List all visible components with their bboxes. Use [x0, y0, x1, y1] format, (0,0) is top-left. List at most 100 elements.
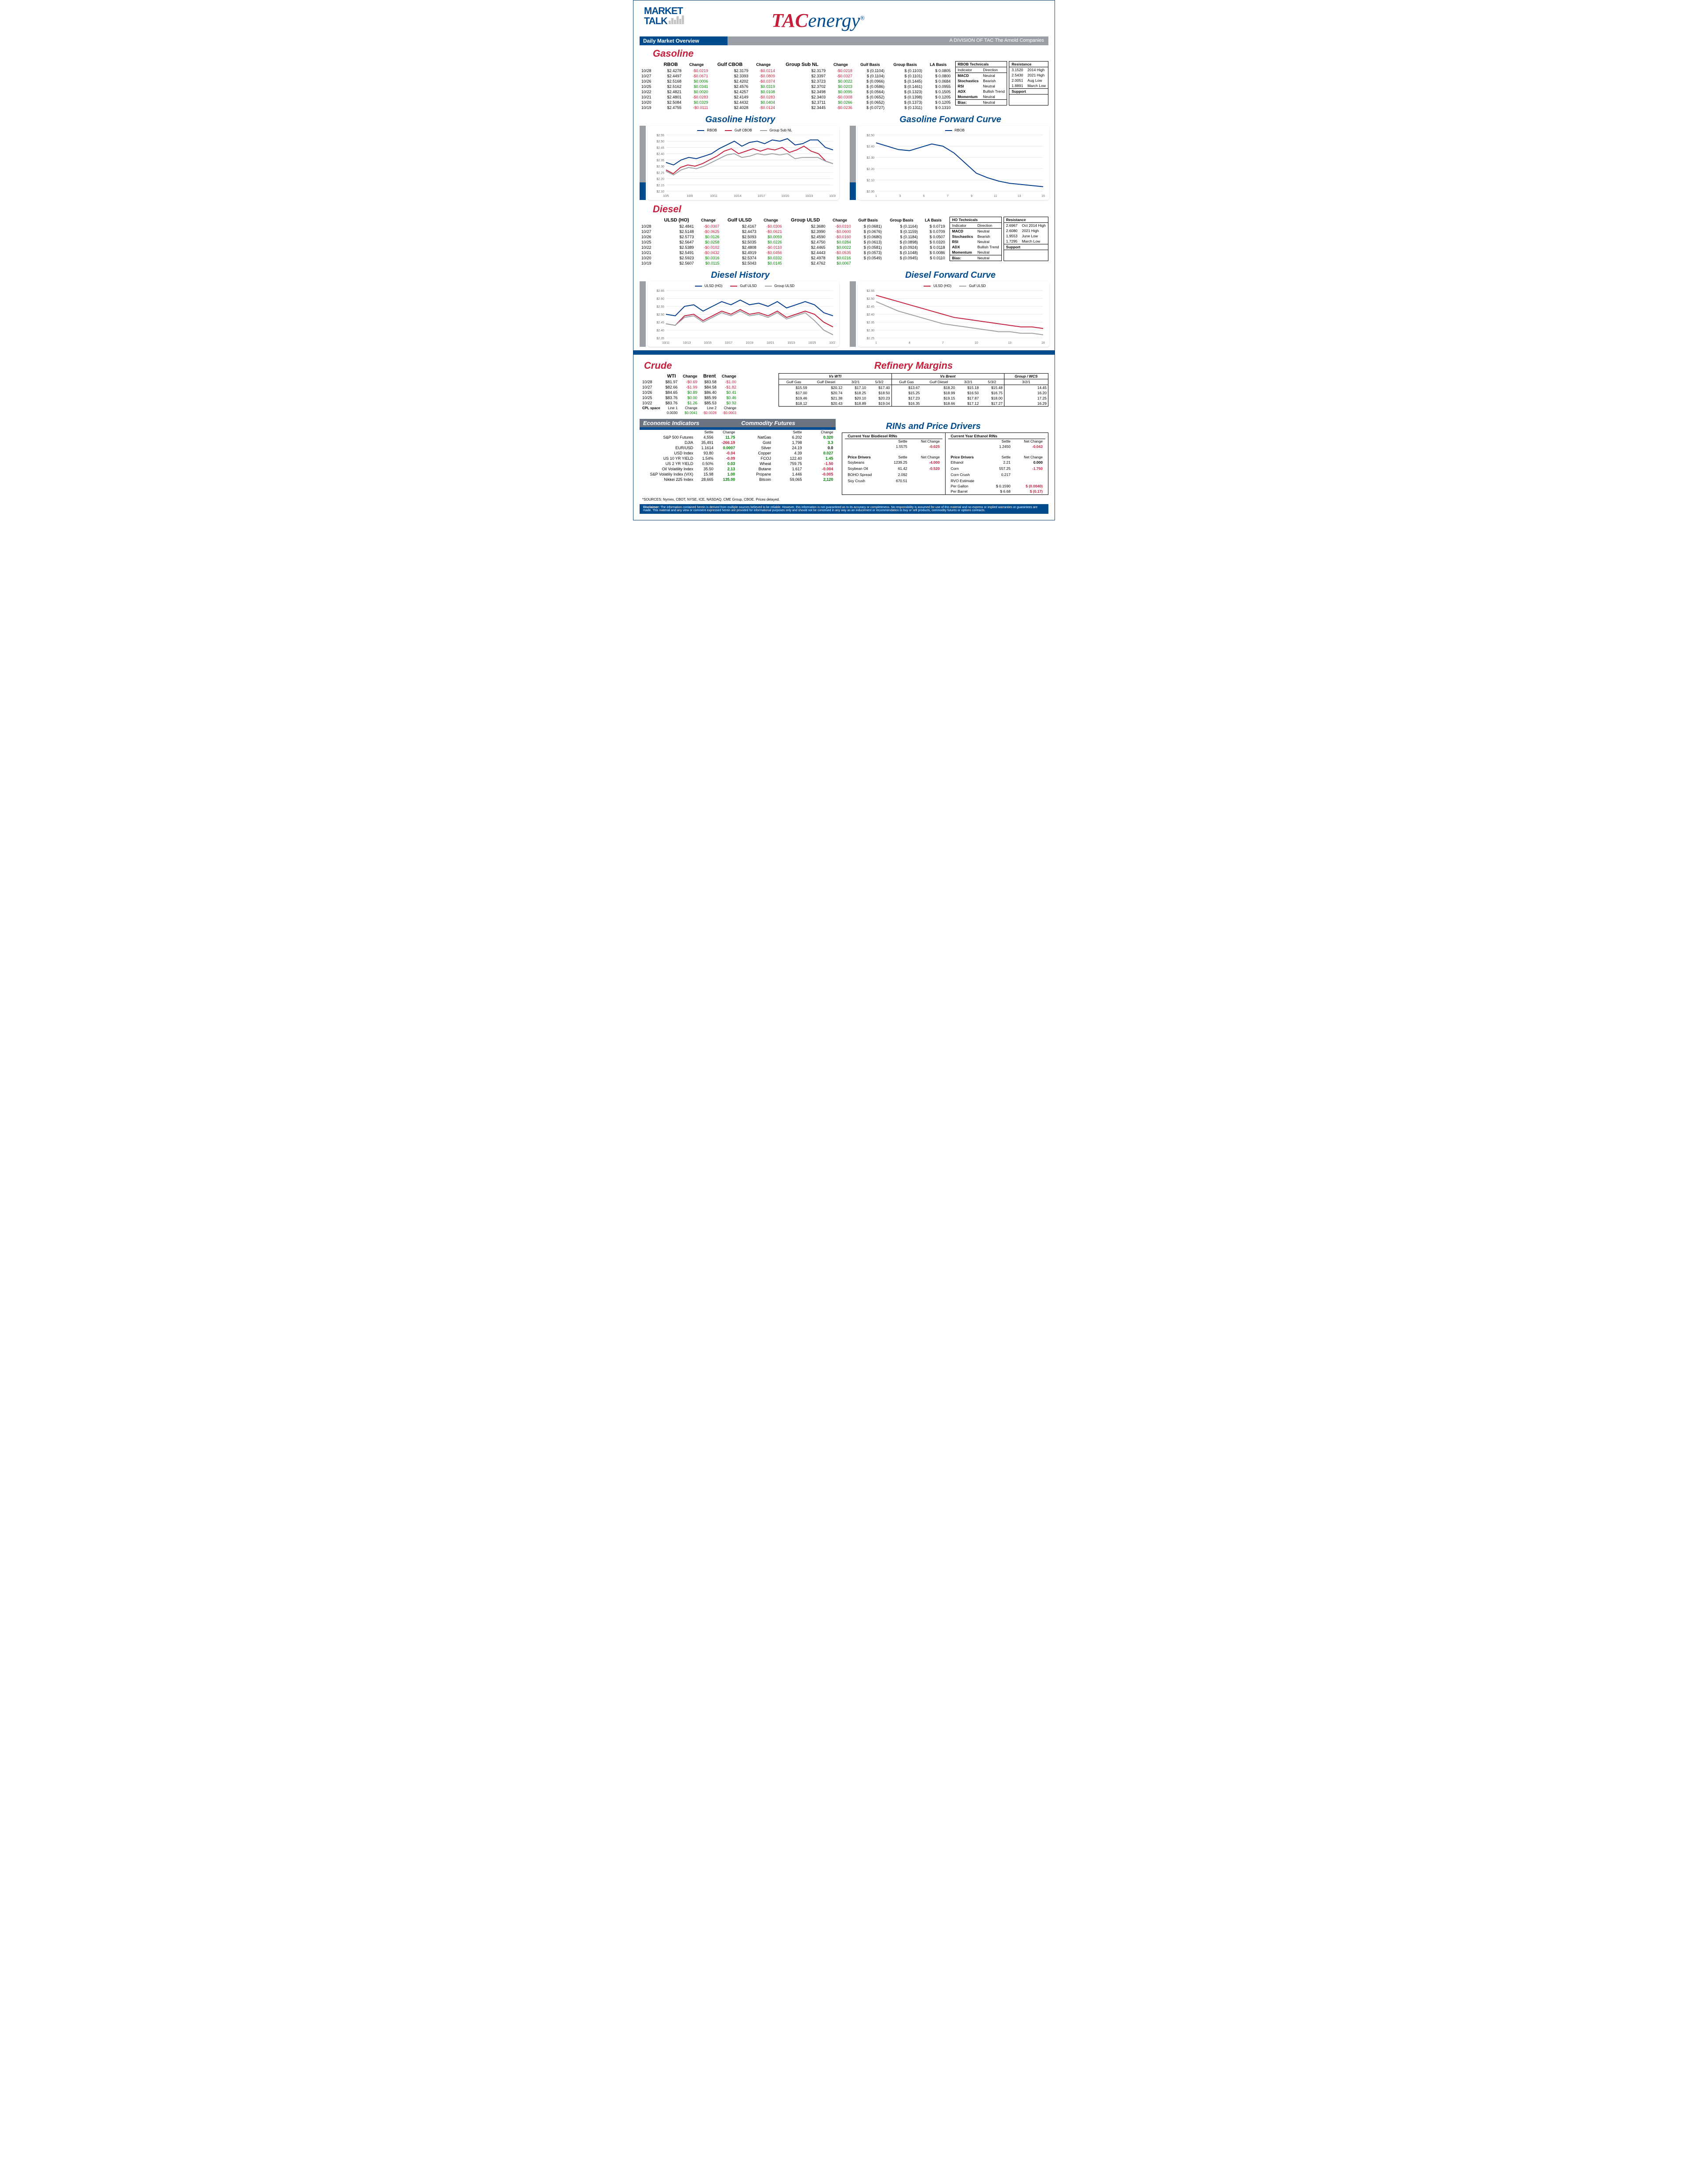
- divider-blue: [633, 350, 1055, 355]
- svg-text:1: 1: [875, 342, 877, 345]
- svg-text:$2.50: $2.50: [656, 140, 664, 143]
- rbob-levels-box: Resistance3.15202014 High2.54302021 High…: [1009, 61, 1048, 105]
- gasoline-row: RBOBChangeGulf CBOBChangeGroup Sub NLCha…: [640, 61, 1048, 110]
- svg-text:$2.20: $2.20: [866, 168, 874, 171]
- svg-text:10/27: 10/27: [829, 342, 836, 345]
- margins-table: Vs WTIVs BrentGroup / WCSGulf GasGulf Di…: [779, 373, 1048, 407]
- svg-text:$2.15: $2.15: [656, 184, 664, 187]
- ho-technicals-box: HO TechnicalsIndicatorDirectionMACDNeutr…: [950, 217, 1002, 261]
- svg-text:10/14: 10/14: [734, 195, 742, 198]
- disclaimer: Disclaimer: The information contained he…: [640, 504, 1048, 514]
- market-talk-logo: MARKET TALK: [644, 7, 684, 25]
- svg-text:$2.30: $2.30: [866, 156, 874, 160]
- header-division-text: A DIVISION OF TAC The Arnold Companies: [950, 38, 1044, 43]
- gasoline-charts-row: Gasoline History RBOBGulf CBOBGroup Sub …: [640, 112, 1048, 200]
- svg-text:10/21: 10/21: [767, 342, 775, 345]
- svg-text:$2.10: $2.10: [866, 179, 874, 182]
- svg-text:10/26: 10/26: [829, 195, 836, 198]
- svg-text:7: 7: [947, 195, 949, 198]
- svg-text:10/20: 10/20: [782, 195, 789, 198]
- gasoline-table: RBOBChangeGulf CBOBChangeGroup Sub NLCha…: [640, 61, 953, 110]
- svg-text:$2.55: $2.55: [656, 134, 664, 137]
- svg-text:$2.25: $2.25: [656, 171, 664, 174]
- svg-text:$2.40: $2.40: [866, 145, 874, 149]
- svg-text:$2.45: $2.45: [656, 321, 664, 324]
- gas-forward-chart: RBOB$2.00$2.10$2.20$2.30$2.40$2.50135791…: [858, 126, 1049, 200]
- commodity-futures-header: Commodity Futures: [738, 419, 836, 427]
- econ-rins-row: Economic Indicators Commodity Futures Se…: [640, 419, 1048, 495]
- svg-text:$2.65: $2.65: [656, 290, 664, 293]
- svg-text:10/17: 10/17: [757, 195, 765, 198]
- crude-table: WTIChangeBrentChange10/28$81.97-$0.69$83…: [640, 373, 739, 415]
- svg-text:9: 9: [971, 195, 972, 198]
- margins-title: Refinery Margins: [779, 360, 1048, 371]
- gas-history-chart: RBOBGulf CBOBGroup Sub NL$2.10$2.15$2.20…: [648, 126, 839, 200]
- svg-text:$2.30: $2.30: [866, 329, 874, 332]
- tac-blue: energy: [808, 10, 860, 31]
- logo-talk: TALK: [644, 15, 667, 26]
- econ-header-bar: Economic Indicators Commodity Futures: [640, 419, 836, 427]
- ho-levels-box: Resistance2.6967Oct 2014 High2.60802021 …: [1004, 217, 1048, 261]
- svg-text:10/11: 10/11: [662, 342, 670, 345]
- svg-text:4: 4: [909, 342, 910, 345]
- diesel-charts-row: Diesel History ULSD (HO)Gulf ULSDGroup U…: [640, 268, 1048, 347]
- svg-text:7: 7: [942, 342, 944, 345]
- rins-box: Current Year Biodiesel RINsSettleNet Cha…: [842, 432, 1048, 495]
- report-page: MARKET TALK TACenergy® Daily Market Over…: [633, 0, 1055, 520]
- svg-text:$2.60: $2.60: [656, 298, 664, 301]
- svg-text:$2.45: $2.45: [656, 146, 664, 149]
- svg-text:16: 16: [1041, 342, 1045, 345]
- svg-text:$2.40: $2.40: [866, 313, 874, 316]
- svg-text:$2.10: $2.10: [656, 190, 664, 193]
- svg-text:10/23: 10/23: [787, 342, 795, 345]
- tac-red: TAC: [771, 10, 808, 31]
- svg-text:$2.20: $2.20: [656, 178, 664, 181]
- svg-text:10: 10: [975, 342, 978, 345]
- diesel-title: Diesel: [653, 204, 1048, 215]
- header: MARKET TALK TACenergy® Daily Market Over…: [640, 5, 1048, 44]
- crude-margins-row: Crude WTIChangeBrentChange10/28$81.97-$0…: [640, 356, 1048, 415]
- svg-text:10/17: 10/17: [725, 342, 733, 345]
- svg-text:11: 11: [994, 195, 997, 198]
- gas-history-title: Gasoline History: [640, 115, 841, 125]
- diesel-technicals: HO TechnicalsIndicatorDirectionMACDNeutr…: [950, 217, 1048, 261]
- svg-text:$2.00: $2.00: [866, 190, 874, 193]
- gasoline-title: Gasoline: [653, 48, 1048, 59]
- diesel-table: ULSD (HO)ChangeGulf ULSDChangeGroup ULSD…: [640, 217, 947, 266]
- svg-text:$2.40: $2.40: [656, 329, 664, 332]
- svg-text:13: 13: [1018, 195, 1021, 198]
- svg-text:$2.35: $2.35: [656, 337, 664, 340]
- diesel-row: ULSD (HO)ChangeGulf ULSDChangeGroup ULSD…: [640, 217, 1048, 266]
- svg-text:1: 1: [875, 195, 877, 198]
- disclaimer-text: The information contained herein is deri…: [643, 506, 1037, 512]
- svg-text:15: 15: [1041, 195, 1045, 198]
- svg-text:10/15: 10/15: [704, 342, 712, 345]
- svg-text:$2.35: $2.35: [656, 159, 664, 162]
- svg-text:10/5: 10/5: [663, 195, 669, 198]
- econ-indicators-header: Economic Indicators: [640, 419, 738, 427]
- svg-text:5: 5: [923, 195, 925, 198]
- svg-text:10/8: 10/8: [687, 195, 693, 198]
- diesel-forward-title: Diesel Forward Curve: [850, 270, 1051, 280]
- economic-indicators-table: SettleChangeS&P 500 Futures4,55611.75DJI…: [640, 430, 738, 482]
- tac-energy-logo: TACenergy®: [771, 9, 865, 32]
- svg-text:$2.30: $2.30: [656, 165, 664, 168]
- svg-text:$2.35: $2.35: [866, 321, 874, 324]
- diesel-forward-chart: ULSD (HO)Gulf ULSD$2.25$2.30$2.35$2.40$2…: [858, 281, 1049, 347]
- diesel-history-title: Diesel History: [640, 270, 841, 280]
- svg-text:10/19: 10/19: [746, 342, 753, 345]
- svg-text:10/11: 10/11: [710, 195, 717, 198]
- svg-text:$2.45: $2.45: [866, 305, 874, 309]
- header-blue-bar: Daily Market Overview: [640, 36, 728, 45]
- svg-text:$2.50: $2.50: [866, 134, 874, 137]
- commodity-futures-table: SettleChangeNatGas6.2020.320Gold1,7983.3…: [738, 430, 836, 482]
- crude-title: Crude: [644, 360, 779, 371]
- diesel-history-chart: ULSD (HO)Gulf ULSDGroup ULSD$2.35$2.40$2…: [648, 281, 839, 347]
- svg-text:3: 3: [899, 195, 901, 198]
- svg-text:$2.50: $2.50: [656, 313, 664, 316]
- svg-text:$2.55: $2.55: [866, 290, 874, 293]
- rins-title: RINs and Price Drivers: [842, 422, 1048, 432]
- sources-text: *SOURCES: Nymex, CBOT, NYSE, ICE, NASDAQ…: [642, 498, 1048, 501]
- svg-text:10/13: 10/13: [683, 342, 691, 345]
- svg-text:10/25: 10/25: [808, 342, 816, 345]
